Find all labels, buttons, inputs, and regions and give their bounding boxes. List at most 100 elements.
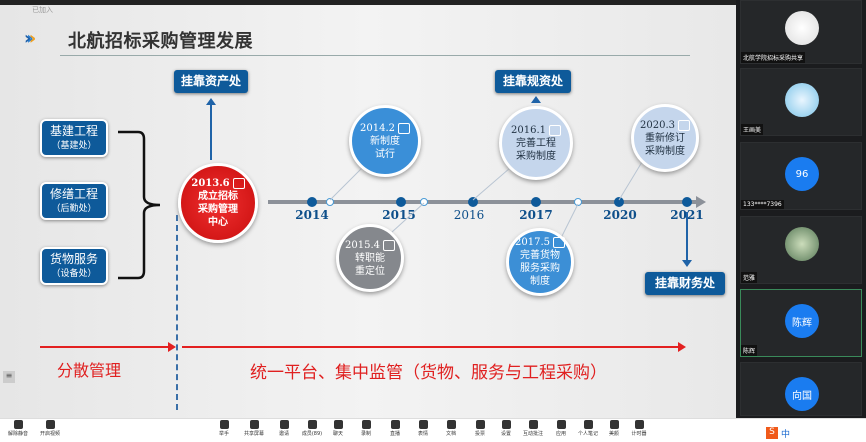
toolbar-button[interactable]: 共享屏幕 [240,420,268,437]
toolbar-icon [501,420,511,429]
arrow-down [686,212,688,262]
toolbar-button[interactable]: 美颜 [600,420,628,437]
arrow-up [210,104,212,160]
participant-panel: 北航学院招标采购共享 王画美 96 133****7396 范雅 陈辉 陈辉 向国 [736,0,866,418]
phase2-label: 统一平台、集中监管（货物、服务与工程采购） [250,363,607,383]
toolbar-icon [528,420,538,429]
dept-box: 基建工程 （基建处） [40,119,108,157]
calendar-icon [553,237,565,248]
participant-name: 133****7396 [741,200,784,209]
tag-asset-office: 挂靠资产处 [174,70,248,93]
toolbar-button[interactable]: 个人笔记 [574,420,602,437]
toolbar-icon [333,420,343,429]
avatar [785,83,819,117]
toolbar-icon [279,420,289,429]
event-bubble: 2020.3 重新修订 采购制度 [631,104,699,172]
participant-name: 王画美 [741,124,764,135]
timeline-dot [682,197,692,207]
toolbar-button[interactable]: 解除静音 [4,420,32,437]
toolbar-button[interactable]: 直播 [381,420,409,437]
toolbar-icon [390,420,400,429]
toolbar-icon [583,420,593,429]
timeline-dot [468,197,478,207]
toolbar-button[interactable]: 邀请 [270,420,298,437]
ime-logo-icon[interactable]: S [766,427,778,439]
calendar-icon [678,119,690,131]
event-bubble: 2015.4 转职能 重定位 [336,224,404,292]
phase-divider [176,215,178,410]
participant-tile[interactable]: 范雅 [740,216,862,284]
toolbar-icon [45,420,55,429]
participant-tile[interactable]: 96 133****7396 [740,142,862,210]
toolbar-icon [446,420,456,429]
event-bubble: 2017.5 完善货物 服务采购 制度 [506,228,574,296]
menu-icon[interactable]: ≡ [3,371,15,383]
status-label: 已加入 [32,6,53,14]
dept-box: 修缮工程 （后勤处） [40,182,108,220]
toolbar-button[interactable]: 举手 [210,420,238,437]
timeline-dot [531,197,541,207]
dept-box: 货物服务 （设备处） [40,247,108,285]
timeline-marker [574,198,582,206]
avatar [785,11,819,45]
toolbar-button[interactable]: 计时器 [625,420,653,437]
event-bubble: 2014.2 新制度 试行 [349,105,421,177]
toolbar-button[interactable]: 聊天 [324,420,352,437]
toolbar-icon [219,420,229,429]
calendar-icon [383,239,395,251]
ime-mode[interactable]: 中 [781,430,791,440]
year-label: 2014 [295,208,329,222]
toolbar-button[interactable]: 成员(89) [298,420,326,437]
toolbar-icon [475,420,485,429]
meeting-toolbar [0,418,866,442]
avatar [785,227,819,261]
toolbar-button[interactable]: 文档 [437,420,465,437]
year-label: 2020 [603,208,637,222]
toolbar-button[interactable]: 表情 [409,420,437,437]
avatar: 向国 [785,377,819,411]
year-label: 2017 [519,208,553,222]
tag-planning-office: 挂靠规资处 [495,70,571,93]
toolbar-button[interactable]: 录制 [352,420,380,437]
participant-name: 陈辉 [741,345,758,356]
avatar: 陈辉 [785,304,819,338]
toolbar-icon [13,420,23,429]
timeline-marker [326,198,334,206]
origin-bubble: 2013.6 成立招标 采购管理 中心 [178,163,258,243]
participant-tile[interactable]: 北航学院招标采购共享 [740,0,862,64]
toolbar-button[interactable]: 互动批注 [519,420,547,437]
participant-name: 北航学院招标采购共享 [741,52,806,63]
phase1-arrow [40,342,176,352]
toolbar-button[interactable]: 应用 [547,420,575,437]
participant-tile[interactable]: 向国 [740,362,862,416]
event-bubble: 2016.1 完善工程 采购制度 [499,106,573,180]
year-label: 2016 [453,208,485,222]
toolbar-icon [418,420,428,429]
avatar: 96 [785,157,819,191]
window-top-bar [0,0,736,5]
participant-tile[interactable]: 王画美 [740,68,862,136]
toolbar-icon [556,420,566,429]
toolbar-icon [249,420,259,429]
phase1-label: 分散管理 [57,361,122,380]
title-divider [60,55,690,56]
timeline-axis [268,200,698,204]
toolbar-button[interactable]: 投票 [466,420,494,437]
toolbar-icon [634,420,644,429]
timeline-dot [307,197,317,207]
toolbar-button[interactable]: 开启视频 [36,420,64,437]
shared-slide [0,5,736,418]
timeline-marker [420,198,428,206]
callout-connectors [329,161,643,241]
toolbar-icon [609,420,619,429]
brace [118,130,161,280]
calendar-icon [232,178,245,189]
toolbar-button[interactable]: 设置 [492,420,520,437]
calendar-icon [549,124,561,136]
phase2-arrow [182,342,686,352]
participant-tile[interactable]: 陈辉 陈辉 [740,289,862,357]
toolbar-icon [361,420,371,429]
tag-finance-office: 挂靠财务处 [645,272,725,295]
timeline-dot [614,197,624,207]
toolbar-icon [307,420,317,429]
